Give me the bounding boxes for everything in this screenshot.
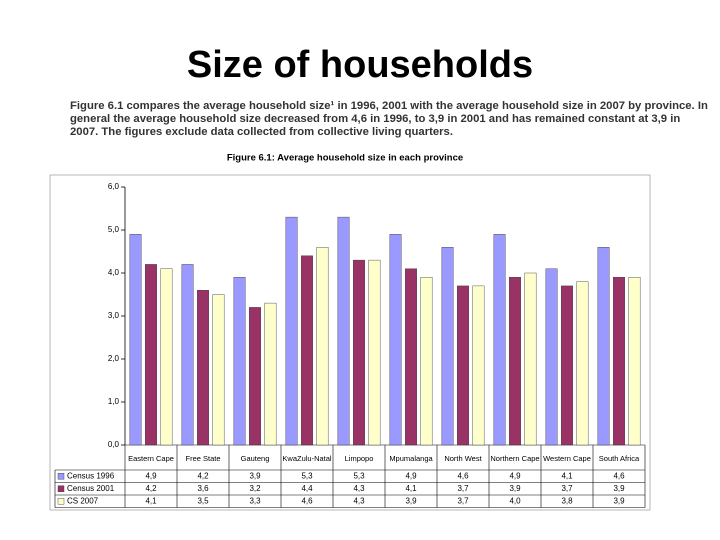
bar xyxy=(368,259,381,446)
table-value: 3,8 xyxy=(561,496,573,505)
table-value: 3,9 xyxy=(249,471,261,480)
x-tick-label: Gauteng xyxy=(240,454,270,463)
chart-frame xyxy=(49,174,651,511)
x-tick-label-box: KwaZulu-Natal xyxy=(282,454,332,463)
table-value: 4,2 xyxy=(197,471,209,480)
bar xyxy=(197,290,209,446)
x-tick-label-box: North West xyxy=(444,454,482,463)
legend-label: CS 2007 xyxy=(67,496,99,505)
legend-swatch xyxy=(57,473,65,480)
bar xyxy=(628,277,641,446)
table-value: 4,9 xyxy=(509,471,521,480)
x-tick-label: Free State xyxy=(185,454,221,463)
y-tick-label: 6,0 xyxy=(108,182,120,191)
bar xyxy=(249,307,261,446)
table-value: 3,5 xyxy=(197,496,209,505)
table-value: 4,0 xyxy=(509,496,521,505)
bar xyxy=(181,264,194,446)
table-value: 4,1 xyxy=(405,484,417,493)
legend-label: Census 2001 xyxy=(67,484,115,493)
table-value: 3,6 xyxy=(197,484,209,493)
bar xyxy=(405,268,417,446)
bar xyxy=(160,268,173,446)
bar xyxy=(285,216,298,446)
bar xyxy=(264,302,277,446)
y-tick-label: 1,0 xyxy=(108,397,120,406)
bar xyxy=(389,234,402,446)
x-tick-label: Western Cape xyxy=(543,454,591,463)
bar xyxy=(337,216,350,446)
x-tick-label: Limpopo xyxy=(344,454,374,463)
bar xyxy=(509,277,521,446)
table-value: 4,1 xyxy=(561,471,573,480)
table-value: 5,3 xyxy=(353,471,365,480)
bar xyxy=(233,277,246,446)
bar xyxy=(420,277,433,446)
bar xyxy=(145,264,157,446)
y-tick-label: 3,0 xyxy=(108,311,120,320)
table-value: 4,9 xyxy=(405,471,417,480)
x-tick-label-box: Mpumalanga xyxy=(389,454,433,463)
chart-title: Figure 6.1: Average household size in ea… xyxy=(227,153,463,164)
x-tick-label-box: Eastern Cape xyxy=(128,454,174,463)
table-value: 3,9 xyxy=(613,496,625,505)
table-value: 3,7 xyxy=(457,496,469,505)
x-tick-label-box: Northern Cape xyxy=(490,454,540,463)
bar xyxy=(353,259,365,446)
x-tick-label: KwaZulu-Natal xyxy=(282,454,332,463)
table-value: 4,3 xyxy=(353,496,365,505)
bar xyxy=(493,234,506,446)
bar xyxy=(545,268,558,446)
bar xyxy=(561,285,573,446)
table-value: 4,6 xyxy=(457,471,469,480)
table-value: 4,1 xyxy=(145,496,157,505)
x-tick-label: Eastern Cape xyxy=(128,454,174,463)
x-tick-label-box: Free State xyxy=(185,454,221,463)
y-tick-label: 2,0 xyxy=(108,354,120,363)
table-value: 3,9 xyxy=(509,484,521,493)
x-tick-label-box: Western Cape xyxy=(543,454,591,463)
table-value: 3,9 xyxy=(613,484,625,493)
bar xyxy=(129,234,142,446)
x-tick-label: Northern Cape xyxy=(490,454,540,463)
bar xyxy=(316,246,329,446)
bar xyxy=(212,294,225,446)
x-tick-label-box: Gauteng xyxy=(240,454,270,463)
table-value: 5,3 xyxy=(301,471,313,480)
bar xyxy=(457,285,469,446)
x-tick-label-box: South Africa xyxy=(598,454,640,463)
bar xyxy=(613,277,625,446)
legend-swatch xyxy=(57,485,65,492)
x-tick-label: North West xyxy=(444,454,482,463)
bar xyxy=(597,246,610,446)
table-value: 4,4 xyxy=(301,484,313,493)
bar xyxy=(472,285,485,446)
y-tick-label: 4,0 xyxy=(108,268,120,277)
table-value: 3,2 xyxy=(249,484,261,493)
table-value: 4,6 xyxy=(613,471,625,480)
bar xyxy=(301,255,313,446)
bar xyxy=(524,272,537,446)
table-value: 3,7 xyxy=(561,484,573,493)
table-value: 4,6 xyxy=(301,496,313,505)
legend-label: Census 1996 xyxy=(67,471,115,480)
slide-title: Size of households xyxy=(186,44,534,86)
table-value: 3,7 xyxy=(457,484,469,493)
paragraph: Figure 6.1 compares the average househol… xyxy=(70,100,708,138)
table-value: 4,2 xyxy=(145,484,157,493)
table-value: 3,3 xyxy=(249,496,261,505)
legend-swatch xyxy=(57,498,65,505)
bar xyxy=(576,281,589,446)
x-tick-label: Mpumalanga xyxy=(389,454,433,463)
y-tick-label: 5,0 xyxy=(108,225,120,234)
table-value: 4,9 xyxy=(145,471,157,480)
x-tick-label-box: Limpopo xyxy=(344,454,374,463)
bar xyxy=(441,246,454,446)
y-tick-label: 0,0 xyxy=(108,440,120,449)
table-value: 3,9 xyxy=(405,496,417,505)
x-tick-label: South Africa xyxy=(598,454,640,463)
table-value: 4,3 xyxy=(353,484,365,493)
